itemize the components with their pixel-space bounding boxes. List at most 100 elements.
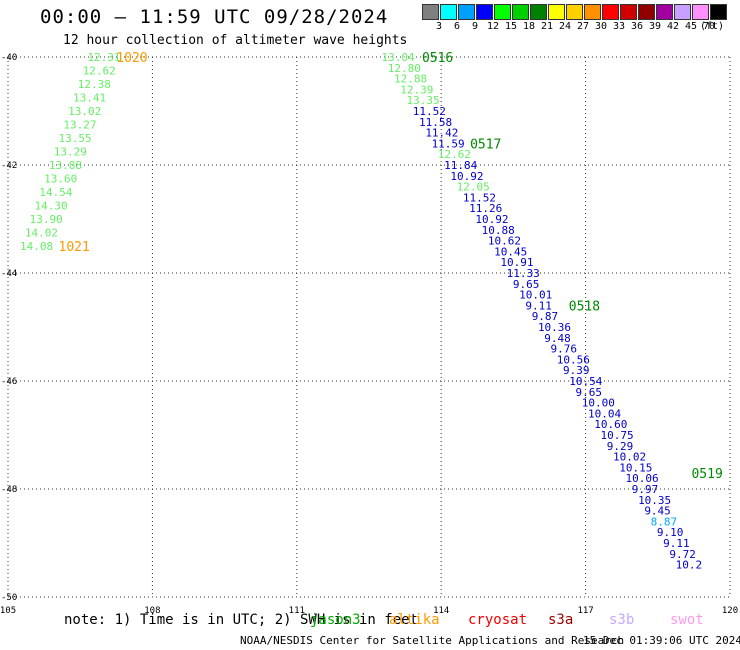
wave-height-value: 13.02 (68, 105, 101, 118)
wave-height-value: 10.36 (538, 321, 571, 334)
lat-tick-label: -42 (1, 161, 17, 171)
wave-height-value: 8.87 (651, 515, 678, 528)
wave-height-value: 10.91 (500, 256, 533, 269)
color-swatch (692, 4, 709, 20)
color-swatch (458, 4, 475, 20)
color-scale-label: 12 (486, 21, 500, 32)
color-scale-label: 15 (504, 21, 518, 32)
color-swatch (710, 4, 727, 20)
mission-label: altika (389, 612, 440, 628)
wave-height-value: 11.52 (413, 105, 446, 118)
color-swatch (584, 4, 601, 20)
color-swatch (512, 4, 529, 20)
wave-height-value: 10.2 (676, 559, 703, 572)
wave-height-value: 10.60 (594, 418, 627, 431)
pass-time-label: 0516 (422, 51, 453, 66)
wave-height-value: 12.62 (438, 148, 471, 161)
wave-height-value: 10.92 (450, 170, 483, 183)
wave-height-value: 10.75 (601, 429, 634, 442)
wave-height-value: 10.06 (626, 472, 659, 485)
wave-height-value: 13.60 (44, 173, 77, 186)
wave-height-value: 10.15 (619, 461, 652, 474)
lat-tick-label: -46 (1, 377, 17, 387)
wave-height-value: 10.92 (475, 213, 508, 226)
pass-time-label: 0518 (569, 299, 600, 314)
wave-height-value: 10.56 (557, 353, 590, 366)
wave-height-value: 11.59 (432, 137, 465, 150)
wave-height-value: 12.62 (83, 65, 116, 78)
wave-height-value: 10.54 (569, 375, 602, 388)
color-scale-label: 6 (453, 21, 461, 32)
color-scale (422, 4, 728, 20)
wave-height-value: 9.72 (669, 548, 696, 561)
color-swatch (620, 4, 637, 20)
color-swatch (674, 4, 691, 20)
wave-height-value: 10.88 (482, 224, 515, 237)
color-scale-label: 45 (684, 21, 698, 32)
wave-height-value: 14.54 (39, 186, 72, 199)
wave-height-value: 14.30 (34, 200, 67, 213)
wave-height-value: 13.88 (49, 159, 82, 172)
wave-height-value: 10.00 (582, 397, 615, 410)
wave-height-value: 9.11 (525, 299, 552, 312)
color-swatch (602, 4, 619, 20)
wave-height-value: 13.29 (54, 146, 87, 159)
wave-height-value: 10.04 (588, 407, 621, 420)
wave-height-value: 11.52 (463, 191, 496, 204)
unit-label: (ft) (699, 21, 725, 32)
color-swatch (530, 4, 547, 20)
wave-height-value: 13.41 (73, 92, 106, 105)
color-swatch (440, 4, 457, 20)
wave-height-value: 9.87 (532, 310, 559, 323)
wave-height-value: 11.26 (469, 202, 502, 215)
wave-height-value: 9.11 (663, 537, 690, 550)
wave-height-value: 9.65 (575, 386, 602, 399)
color-swatch (422, 4, 439, 20)
timestamp-text: 15 Dec 01:39:06 UTC 2024 (583, 634, 740, 647)
color-swatch (548, 4, 565, 20)
wave-height-value: 10.62 (488, 235, 521, 248)
color-scale-label: 33 (612, 21, 626, 32)
lon-tick-label: 111 (289, 606, 305, 616)
wave-height-value: 12.38 (78, 78, 111, 91)
lat-tick-label: -48 (1, 485, 17, 495)
lat-tick-label: -40 (1, 53, 17, 63)
wave-height-value: 12.88 (394, 73, 427, 86)
wave-height-value: 9.39 (563, 364, 590, 377)
color-scale-label: 3 (435, 21, 443, 32)
color-swatch (566, 4, 583, 20)
color-swatch (494, 4, 511, 20)
lon-tick-label: 114 (433, 606, 449, 616)
wave-height-value: 9.76 (550, 343, 577, 356)
color-swatch (656, 4, 673, 20)
color-swatch (476, 4, 493, 20)
mission-label: s3b (609, 612, 635, 628)
wave-height-value: 12.80 (388, 62, 421, 75)
lon-tick-label: 108 (144, 606, 160, 616)
mission-label: cryosat (468, 612, 528, 628)
mission-label: s3a (548, 612, 574, 628)
page-subtitle: 12 hour collection of altimeter wave hei… (63, 33, 408, 48)
color-scale-label: 36 (630, 21, 644, 32)
color-scale-label: 9 (471, 21, 479, 32)
wave-height-value: 9.29 (607, 440, 634, 453)
wave-height-value: 12.05 (457, 181, 490, 194)
lon-tick-label: 117 (577, 606, 593, 616)
pass-time-label: 0517 (470, 137, 501, 152)
units-note: note: 1) Time is in UTC; 2) SWH is in fe… (64, 612, 419, 628)
wave-height-value: 14.02 (25, 227, 58, 240)
wave-height-value: 10.45 (494, 245, 527, 258)
mission-label: swot (670, 612, 704, 628)
color-swatch (638, 4, 655, 20)
wave-height-value: 9.65 (513, 278, 540, 291)
lat-tick-label: -44 (1, 269, 17, 279)
wave-height-value: 10.01 (519, 289, 552, 302)
mission-label: jason3 (310, 612, 361, 628)
wave-height-value: 9.97 (632, 483, 659, 496)
wave-height-value: 14.08 (20, 240, 53, 253)
wave-height-value: 10.02 (613, 451, 646, 464)
color-scale-label: 30 (594, 21, 608, 32)
wave-height-value: 11.58 (419, 116, 452, 129)
wave-height-value: 12.31 (87, 51, 120, 64)
